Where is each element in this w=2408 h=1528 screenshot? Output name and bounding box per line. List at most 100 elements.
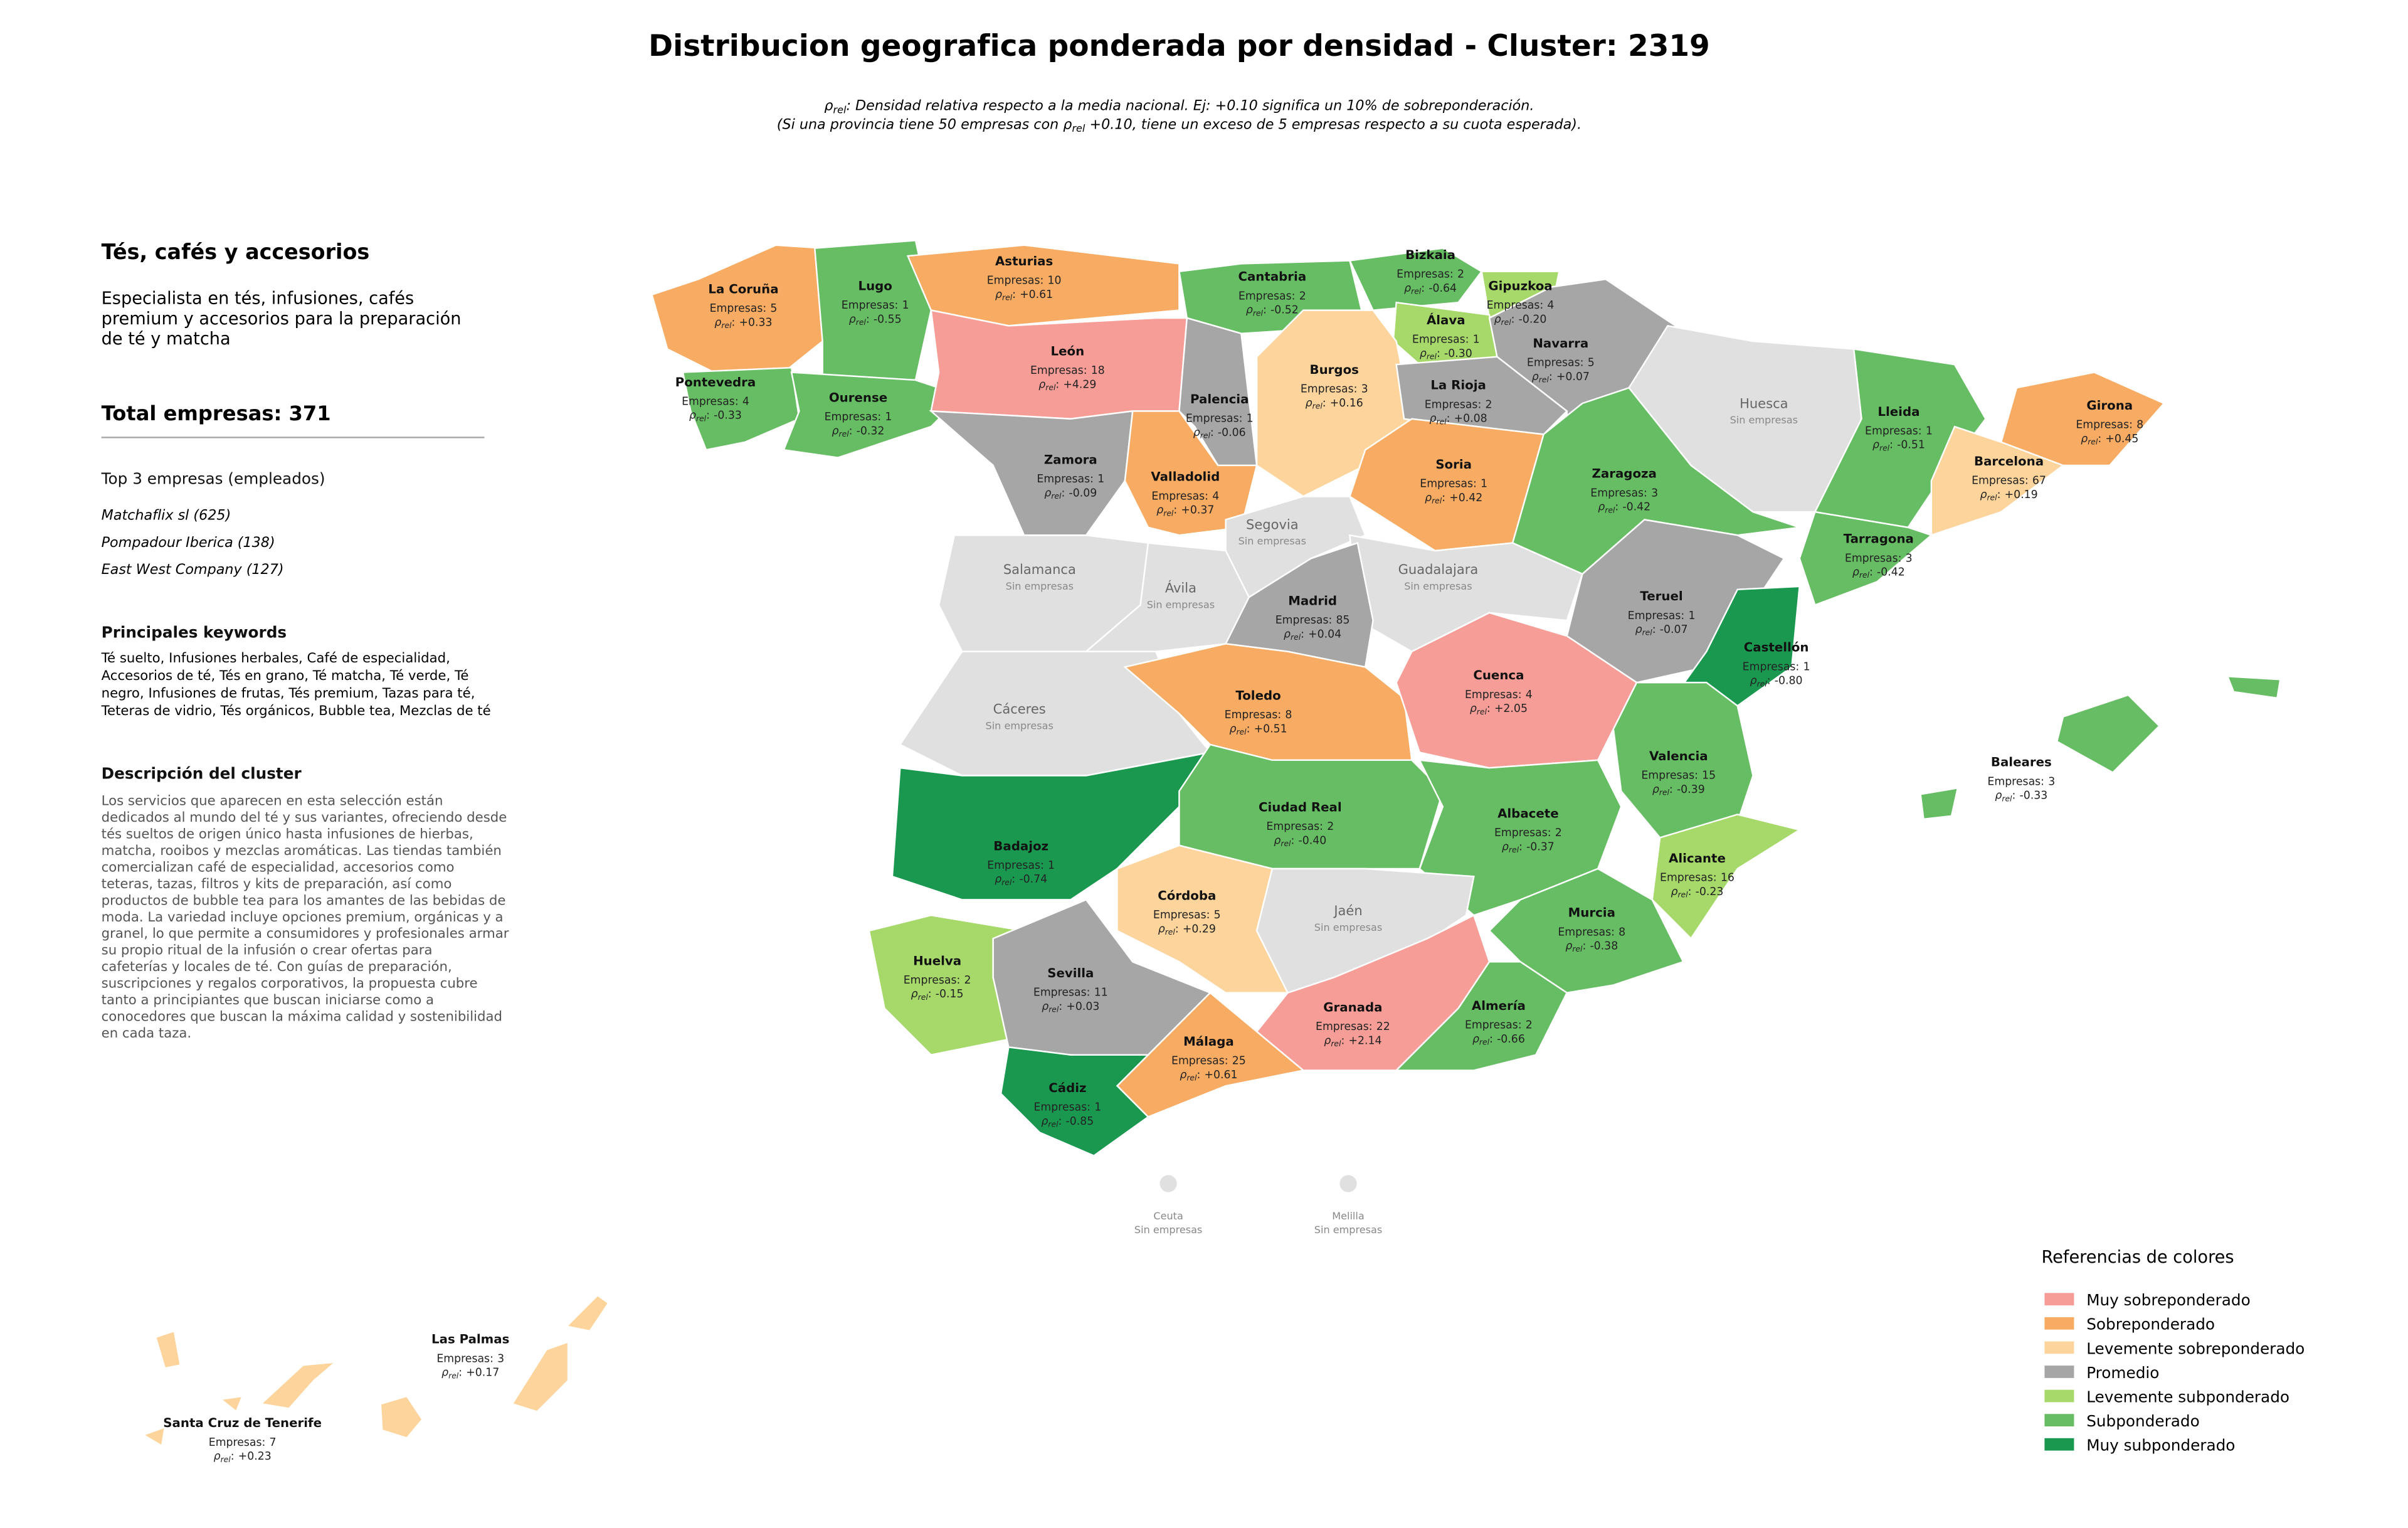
- province-count: Empresas: 11: [1033, 987, 1108, 999]
- rho-subscript: rel: [1051, 492, 1062, 501]
- description-line: tanto a principiantes que buscan iniciar…: [102, 992, 434, 1008]
- province-name: Huesca: [1740, 395, 1788, 411]
- count-prefix: Empresas:: [1465, 689, 1522, 701]
- legend-swatch: [2044, 1317, 2074, 1330]
- top-company: Pompadour Iberica (138): [102, 534, 275, 551]
- rho-subscript: rel: [1477, 708, 1487, 716]
- province-count: Empresas: 2: [1465, 1019, 1533, 1032]
- province-name: Ávila: [1165, 580, 1196, 596]
- rho-subscript: rel: [1331, 1039, 1341, 1048]
- rho-colon: :: [1173, 504, 1177, 517]
- rho-colon: :: [2012, 790, 2015, 802]
- province-count: Empresas: 4: [1151, 490, 1219, 502]
- count-prefix: Empresas:: [1153, 909, 1210, 921]
- province-name: Málaga: [1183, 1034, 1234, 1049]
- rho-subscript: rel: [918, 993, 929, 1002]
- legend-label: Muy sobreponderado: [2086, 1291, 2251, 1309]
- rho-subscript: rel: [721, 321, 732, 330]
- province-name: Guadalajara: [1398, 561, 1479, 577]
- count-prefix: Empresas:: [1316, 1021, 1373, 1033]
- rho-symbol: ρ: [1193, 427, 1200, 439]
- rho-symbol: ρ: [1430, 413, 1437, 425]
- city-marker: [1339, 1175, 1357, 1192]
- rho-symbol: ρ: [1472, 1033, 1479, 1046]
- description-line: comercializan café de especialidad, acce…: [102, 859, 455, 875]
- count-value: 2: [1485, 398, 1492, 411]
- rho-symbol: ρ: [1324, 1034, 1331, 1047]
- count-prefix: Empresas:: [1425, 398, 1482, 411]
- legend-swatch: [2044, 1341, 2074, 1354]
- rho-subscript: rel: [1236, 728, 1247, 736]
- description-line: su propio ritual de la infusión o crear …: [102, 943, 433, 958]
- province-shape: [1920, 675, 2281, 820]
- rho-symbol: ρ: [1284, 628, 1291, 640]
- rho-colon: :: [231, 1450, 235, 1463]
- province-note: Sin empresas: [1404, 580, 1472, 592]
- province-name: Zaragoza: [1592, 467, 1657, 481]
- rho-symbol: ρ: [1652, 783, 1659, 796]
- rho-subscript: rel: [1677, 891, 1688, 899]
- rho-subscript: rel: [448, 1371, 459, 1380]
- rho-colon: :: [1059, 1115, 1062, 1128]
- rho-subscript: rel: [1427, 353, 1437, 361]
- province-name: Teruel: [1640, 589, 1682, 603]
- description-line: dedicados al mundo del té y sus variante…: [102, 810, 507, 825]
- province-rho: ρrel: -0.52: [1246, 304, 1299, 318]
- description-line: cafeterías y locales de té. Con guías de…: [102, 959, 452, 975]
- province-rho: ρrel: -0.42: [1598, 501, 1650, 515]
- count-value: 3: [1361, 383, 1368, 396]
- rho-value: +0.23: [238, 1450, 272, 1463]
- rho-subscript: rel: [1757, 679, 1768, 688]
- rho-subscript: rel: [1165, 928, 1176, 936]
- description-line: teteras, tazas, filtros y kits de prepar…: [102, 876, 452, 892]
- count-prefix: Empresas:: [987, 859, 1044, 872]
- province-note: Sin empresas: [986, 719, 1054, 731]
- province-count: Empresas: 25: [1171, 1055, 1246, 1068]
- province-name: Toledo: [1235, 688, 1281, 703]
- rho-colon: :: [706, 410, 710, 422]
- province-count: Empresas: 1: [1420, 478, 1487, 491]
- count-prefix: Empresas:: [710, 302, 767, 315]
- rho-subscript: rel: [1411, 287, 1422, 296]
- province-count: Empresas: 1: [1412, 334, 1480, 346]
- rho-subscript: rel: [1539, 376, 1550, 385]
- rho-colon: :: [1889, 439, 1893, 452]
- rho-symbol: ρ: [1180, 1069, 1186, 1081]
- province-count: Empresas: 3: [1301, 383, 1368, 396]
- rho-colon: :: [866, 313, 870, 326]
- rho-colon: :: [1447, 413, 1450, 425]
- province-shape: [1178, 743, 1444, 870]
- province-shape: [1798, 511, 1933, 607]
- count-prefix: Empresas:: [1743, 661, 1800, 673]
- province-shapes: [141, 240, 2281, 1447]
- rho-subscript: rel: [1501, 318, 1512, 327]
- rho-symbol: ρ: [1306, 397, 1312, 410]
- top-company: East West Company (127): [102, 561, 284, 578]
- province-rho: ρrel: -0.80: [1750, 675, 1803, 689]
- rho-value: +0.08: [1454, 413, 1487, 425]
- rho-colon: :: [1341, 1034, 1344, 1047]
- count-prefix: Empresas:: [1845, 552, 1902, 565]
- province-shape: [891, 751, 1212, 901]
- rho-value: +0.37: [1181, 504, 1214, 517]
- province-name: Santa Cruz de Tenerife: [163, 1416, 322, 1430]
- count-value: 1: [1926, 425, 1933, 437]
- rho-symbol: ρ: [1750, 675, 1757, 687]
- rho-symbol: ρ: [1041, 1115, 1048, 1128]
- rho-value: -0.32: [857, 425, 885, 437]
- province-count: Empresas: 1: [1628, 610, 1696, 622]
- count-prefix: Empresas:: [1641, 769, 1698, 782]
- province-note: Sin empresas: [1006, 580, 1074, 592]
- province-rho: ρrel: -0.06: [1193, 427, 1246, 440]
- count-prefix: Empresas:: [1465, 1019, 1522, 1032]
- province-name: Segovia: [1246, 516, 1299, 532]
- province-name: Lleida: [1877, 405, 1920, 419]
- province-note: Sin empresas: [1238, 535, 1306, 547]
- province-name: Murcia: [1568, 906, 1615, 920]
- rho-colon: :: [1519, 841, 1523, 853]
- count-prefix: Empresas:: [1865, 425, 1922, 437]
- rho-subscript: rel: [1879, 443, 1890, 452]
- legend-label: Muy subponderado: [2086, 1436, 2235, 1455]
- count-prefix: Empresas:: [842, 299, 899, 312]
